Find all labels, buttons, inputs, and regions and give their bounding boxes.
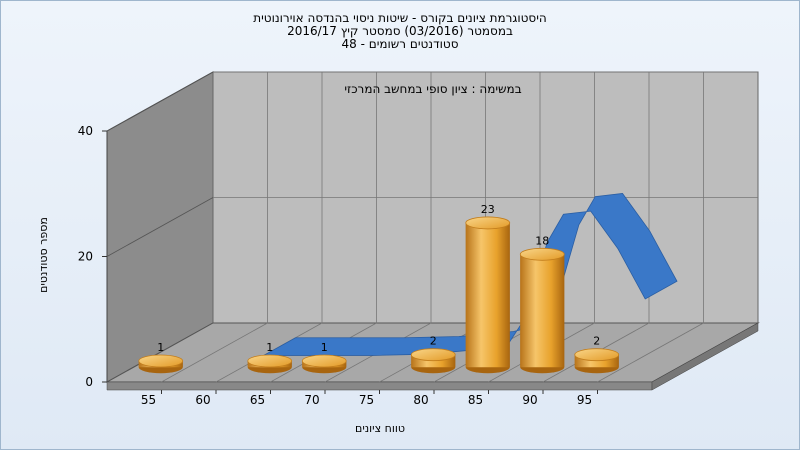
floor-right-edge — [651, 322, 759, 391]
y-axis-title: מספר סטודנטים — [37, 217, 50, 293]
bar-value-label: 18 — [535, 234, 549, 247]
x-tick-label: 65 — [250, 393, 265, 407]
x-tick-label: 85 — [468, 393, 483, 407]
bar-value-label: 1 — [321, 341, 328, 354]
bar-value-label: 2 — [593, 335, 600, 348]
y-tick-label: 0 — [85, 375, 93, 389]
bar-top — [519, 247, 565, 261]
x-gridline-floor — [161, 322, 268, 383]
bar-value-label: 1 — [266, 341, 273, 354]
floor-front-edge — [106, 381, 653, 391]
bar: 23 — [465, 203, 511, 374]
bar: 1 — [138, 341, 184, 374]
bar-value-label: 23 — [481, 203, 495, 216]
chart-title-line-2: במסמטר (03/2016) סמסטר קיץ 2016/17 — [287, 24, 513, 38]
bar: 2 — [574, 335, 620, 374]
bar: 1 — [247, 341, 293, 374]
chart-subtitle: במשימה : ציון סופי במחשב המרכזי — [344, 82, 521, 96]
bar-value-label: 2 — [430, 335, 437, 348]
bar-body-front — [520, 254, 565, 368]
bar-top — [138, 354, 184, 368]
x-tick-label: 90 — [522, 393, 537, 407]
bar: 1 — [301, 341, 347, 374]
bar-top — [465, 216, 511, 230]
chart-title-line-3: סטודנטים רשומים - 48 — [341, 37, 458, 51]
x-tick-label: 80 — [413, 393, 428, 407]
bar-top — [574, 348, 620, 362]
y-tick-label: 40 — [78, 124, 93, 138]
x-tick-label: 55 — [141, 393, 156, 407]
bar-body-front — [465, 222, 510, 368]
bar: 2 — [410, 335, 456, 374]
bar-top — [301, 354, 347, 368]
bar-top — [410, 348, 456, 362]
x-tick-label: 95 — [577, 393, 592, 407]
y-tick-label: 20 — [78, 250, 93, 264]
bar: 18 — [519, 234, 565, 374]
x-tick-label: 60 — [195, 393, 210, 407]
bar-top — [247, 354, 293, 368]
y-gridline-side — [106, 71, 214, 132]
x-tick-label: 75 — [359, 393, 374, 407]
x-axis-title: טווח ציונים — [355, 422, 405, 435]
bar-value-label: 1 — [157, 341, 164, 354]
x-gridline-floor — [597, 322, 704, 383]
chart-title-line-1: היסטוגרמת ציונים בקורס - שיטות ניסוי בהנ… — [253, 11, 547, 25]
y-gridline-side — [106, 197, 214, 257]
x-tick-label: 70 — [304, 393, 319, 407]
